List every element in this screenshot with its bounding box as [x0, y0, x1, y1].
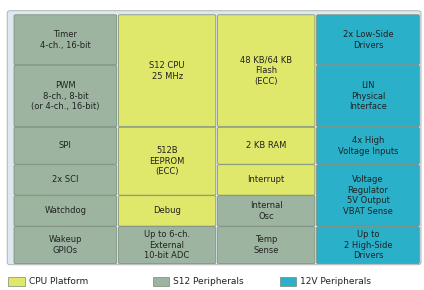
- FancyBboxPatch shape: [14, 165, 117, 195]
- FancyBboxPatch shape: [118, 15, 216, 127]
- Text: CPU Platform: CPU Platform: [29, 277, 88, 286]
- FancyBboxPatch shape: [8, 277, 25, 286]
- FancyBboxPatch shape: [14, 127, 117, 164]
- FancyBboxPatch shape: [317, 65, 419, 127]
- FancyBboxPatch shape: [118, 196, 216, 226]
- FancyBboxPatch shape: [14, 227, 117, 264]
- Text: LIN
Physical
Interface: LIN Physical Interface: [349, 81, 387, 111]
- Text: SPI: SPI: [59, 141, 72, 150]
- FancyBboxPatch shape: [118, 227, 216, 264]
- FancyBboxPatch shape: [14, 196, 117, 226]
- FancyBboxPatch shape: [14, 15, 117, 65]
- Text: 2x Low-Side
Drivers: 2x Low-Side Drivers: [343, 30, 393, 50]
- FancyBboxPatch shape: [218, 165, 315, 195]
- Text: 2 KB RAM: 2 KB RAM: [246, 141, 286, 150]
- Text: Temp
Sense: Temp Sense: [254, 235, 279, 255]
- FancyBboxPatch shape: [14, 65, 117, 127]
- Text: Internal
Osc: Internal Osc: [250, 201, 282, 221]
- Text: Wakeup
GPIOs: Wakeup GPIOs: [49, 235, 82, 255]
- Text: Voltage
Regulator
5V Output
VBAT Sense: Voltage Regulator 5V Output VBAT Sense: [343, 175, 393, 216]
- FancyBboxPatch shape: [218, 127, 315, 164]
- FancyBboxPatch shape: [118, 127, 216, 195]
- Text: PWM
8-ch., 8-bit
(or 4-ch., 16-bit): PWM 8-ch., 8-bit (or 4-ch., 16-bit): [31, 81, 100, 111]
- FancyBboxPatch shape: [7, 11, 421, 265]
- FancyBboxPatch shape: [317, 15, 419, 65]
- Text: Interrupt: Interrupt: [248, 175, 285, 184]
- Text: 4x High
Voltage Inputs: 4x High Voltage Inputs: [338, 136, 398, 156]
- Text: Debug: Debug: [153, 206, 181, 215]
- Text: Up to 6-ch.
External
10-bit ADC: Up to 6-ch. External 10-bit ADC: [144, 230, 190, 260]
- Text: S12 Peripherals: S12 Peripherals: [173, 277, 244, 286]
- Text: Timer
4-ch., 16-bit: Timer 4-ch., 16-bit: [40, 30, 91, 50]
- FancyBboxPatch shape: [218, 196, 315, 226]
- FancyBboxPatch shape: [317, 127, 419, 164]
- Text: 2x SCI: 2x SCI: [52, 175, 78, 184]
- Text: S12 CPU
25 MHz: S12 CPU 25 MHz: [149, 61, 185, 81]
- FancyBboxPatch shape: [218, 227, 315, 264]
- FancyBboxPatch shape: [280, 277, 296, 286]
- Text: 12V Peripherals: 12V Peripherals: [300, 277, 371, 286]
- Text: Up to
2 High-Side
Drivers: Up to 2 High-Side Drivers: [344, 230, 392, 260]
- Text: Watchdog: Watchdog: [45, 206, 86, 215]
- FancyBboxPatch shape: [317, 227, 419, 264]
- FancyBboxPatch shape: [153, 277, 169, 286]
- Text: 512B
EEPROM
(ECC): 512B EEPROM (ECC): [149, 146, 185, 176]
- Text: 48 KB/64 KB
Flash
(ECC): 48 KB/64 KB Flash (ECC): [240, 55, 292, 86]
- FancyBboxPatch shape: [218, 15, 315, 127]
- FancyBboxPatch shape: [317, 165, 419, 226]
